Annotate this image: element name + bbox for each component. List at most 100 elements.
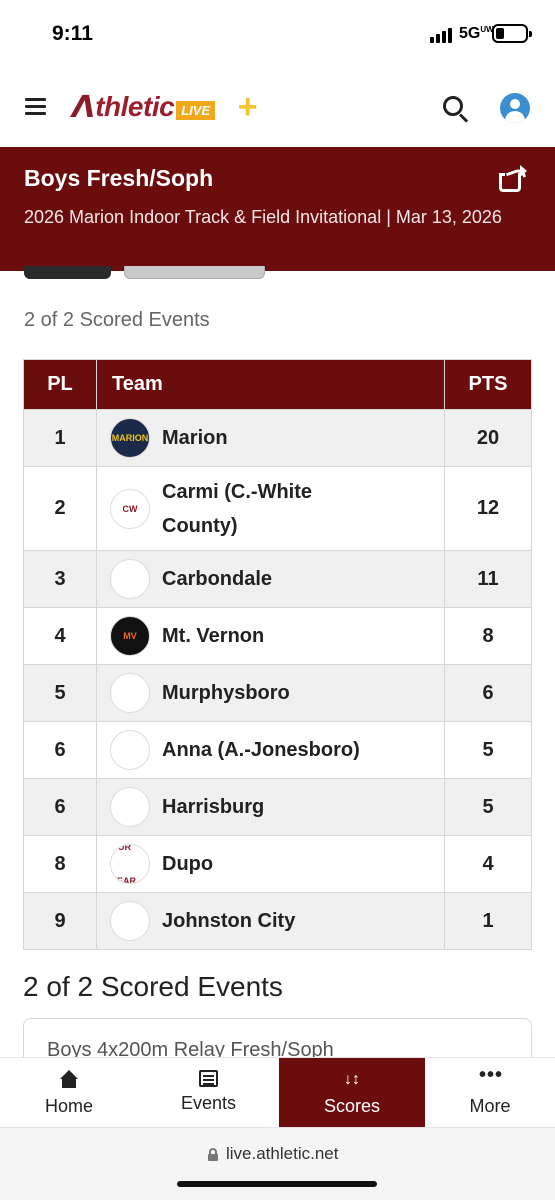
events-section-heading: 2 of 2 Scored Events (23, 971, 283, 1002)
row-team-cell[interactable]: Carbondale (96, 550, 445, 608)
search-icon[interactable] (441, 94, 471, 124)
team-name[interactable]: Marion (162, 427, 228, 449)
nav-scores-label: Scores (323, 1096, 381, 1116)
standings-table: PL Team PTS 1 MARION Marion 20 2 CW Carmi (C.-… (23, 359, 532, 950)
event-card-title: Boys 4x200m Relay Fresh/Soph (47, 1039, 334, 1061)
row-points: 4 (444, 835, 532, 893)
division-title: Boys Fresh/Soph (24, 165, 214, 191)
row-points: 6 (444, 664, 532, 722)
row-team-cell[interactable]: OUR YEAR Dupo (96, 835, 445, 893)
row-place: 6 (23, 778, 97, 836)
row-place: 3 (23, 550, 97, 608)
scored-events-count: 2 of 2 Scored Events (24, 309, 210, 331)
table-row[interactable]: 4 MV Mt. Vernon 8 (23, 607, 532, 665)
team-logo: OUR YEAR (110, 844, 150, 884)
logo-a-mark: Λ (72, 89, 96, 125)
user-icon[interactable] (500, 93, 530, 123)
team-name[interactable]: Anna (A.-Jonesboro) (162, 739, 360, 761)
row-place: 4 (23, 607, 97, 665)
row-team-cell[interactable]: Johnston City (96, 892, 445, 950)
plus-icon[interactable]: + (237, 87, 257, 126)
nav-more[interactable]: ••• More (425, 1058, 555, 1127)
nav-more-label: More (469, 1096, 511, 1116)
table-row[interactable]: 6 Anna (A.-Jonesboro) 5 (23, 721, 532, 779)
team-logo (110, 730, 150, 770)
sort-icon: ↓↕ (344, 1071, 360, 1088)
hamburger-icon[interactable] (25, 98, 46, 116)
row-points: 12 (444, 466, 532, 551)
logo-wordmark: thletic (95, 91, 175, 122)
team-name[interactable]: Dupo (162, 853, 214, 875)
row-team-cell[interactable]: CW Carmi (C.-White County) (96, 466, 445, 551)
table-row[interactable]: 1 MARION Marion 20 (23, 409, 532, 467)
network-label: 5GUW (459, 25, 494, 42)
team-logo (110, 787, 150, 827)
table-row[interactable]: 9 Johnston City 1 (23, 892, 532, 950)
table-header-row: PL Team PTS (23, 359, 532, 410)
status-bar: 9:11 5GUW (0, 0, 555, 70)
tab-stub-inactive[interactable] (124, 266, 265, 279)
team-logo (110, 559, 150, 599)
team-logo: MARION (110, 418, 150, 458)
meet-subtitle: 2026 Marion Indoor Track & Field Invitat… (24, 207, 502, 227)
tab-stub-active[interactable] (24, 266, 111, 279)
home-indicator[interactable] (177, 1181, 377, 1187)
row-points: 20 (444, 409, 532, 467)
row-place: 5 (23, 664, 97, 722)
home-icon (58, 1070, 80, 1090)
row-team-cell[interactable]: Anna (A.-Jonesboro) (96, 721, 445, 779)
meet-banner: Boys Fresh/Soph 2026 Marion Indoor Track… (0, 147, 555, 271)
nav-home[interactable]: Home (0, 1058, 138, 1127)
browser-url-bar[interactable]: live.athletic.net (0, 1127, 555, 1200)
header-place[interactable]: PL (23, 359, 97, 410)
row-team-cell[interactable]: MV Mt. Vernon (96, 607, 445, 665)
team-logo (110, 673, 150, 713)
standings-body: 1 MARION Marion 20 2 CW Carmi (C.-White County… (23, 409, 532, 950)
team-logo: MV (110, 616, 150, 656)
row-place: 6 (23, 721, 97, 779)
row-points: 11 (444, 550, 532, 608)
app-header: Λ thletic LIVE + (0, 70, 555, 147)
nav-events-label: Events (180, 1093, 237, 1113)
table-row[interactable]: 6 Harrisburg 5 (23, 778, 532, 836)
row-points: 8 (444, 607, 532, 665)
row-team-cell[interactable]: MARION Marion (96, 409, 445, 467)
team-logo: CW (110, 488, 150, 529)
logo-live-badge: LIVE (176, 100, 216, 120)
table-row[interactable]: 3 Carbondale 11 (23, 550, 532, 608)
row-team-cell[interactable]: Harrisburg (96, 778, 445, 836)
row-place: 8 (23, 835, 97, 893)
battery-icon (492, 24, 532, 43)
row-points: 5 (444, 778, 532, 836)
signal-icon (430, 27, 454, 43)
row-points: 1 (444, 892, 532, 950)
status-time: 9:11 (52, 22, 93, 45)
athletic-live-logo[interactable]: Λ thletic LIVE + (72, 87, 257, 126)
header-points[interactable]: PTS (444, 359, 532, 410)
table-row[interactable]: 2 CW Carmi (C.-White County) 12 (23, 466, 532, 551)
table-row[interactable]: 8 OUR YEAR Dupo 4 (23, 835, 532, 893)
bottom-nav: Home Events ↓↕ Scores ••• More (0, 1057, 555, 1127)
team-name[interactable]: Carbondale (162, 568, 273, 590)
nav-scores[interactable]: ↓↕ Scores (279, 1058, 425, 1127)
team-name[interactable]: Harrisburg (162, 796, 265, 818)
share-icon[interactable] (497, 164, 529, 194)
row-place: 2 (23, 466, 97, 551)
team-name[interactable]: Murphysboro (162, 682, 290, 704)
header-team[interactable]: Team (96, 359, 445, 410)
row-place: 9 (23, 892, 97, 950)
row-place: 1 (23, 409, 97, 467)
table-row[interactable]: 5 Murphysboro 6 (23, 664, 532, 722)
row-points: 5 (444, 721, 532, 779)
team-name[interactable]: Johnston City (162, 910, 296, 932)
more-dots-icon: ••• (479, 1064, 504, 1086)
team-name[interactable]: Mt. Vernon (162, 625, 265, 647)
row-team-cell[interactable]: Murphysboro (96, 664, 445, 722)
team-logo (110, 901, 150, 941)
lock-icon (208, 1148, 218, 1161)
url-text[interactable]: live.athletic.net (226, 1144, 339, 1163)
team-name[interactable]: Carmi (C.-White County) (162, 480, 312, 537)
list-icon (199, 1070, 218, 1087)
nav-events[interactable]: Events (138, 1058, 279, 1127)
